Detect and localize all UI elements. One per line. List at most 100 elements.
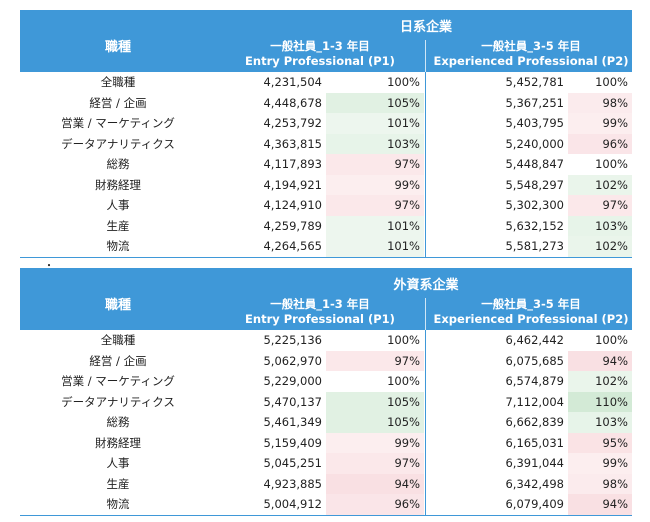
- job-type-cell: 財務経理: [95, 435, 141, 450]
- job-type-cell: データアナリティクス: [61, 394, 175, 409]
- job-type-cell: 経営 / 企画: [89, 95, 147, 110]
- job-type-cell: 物流: [106, 239, 130, 253]
- job-type-cell: 営業 / マーケティング: [61, 374, 175, 388]
- p2-percent-cell: 103%: [568, 412, 632, 433]
- p2-percent-cell: 100%: [568, 330, 632, 351]
- p2-percent-cell: 96%: [568, 133, 632, 154]
- p2-percent-cell: 98%: [568, 473, 632, 494]
- p1-percent-cell: 100%: [326, 330, 424, 351]
- job-type-cell: データアナリティクス: [61, 136, 175, 151]
- p1-percent-cell: 101%: [326, 113, 424, 134]
- table-row: 財務経理 5,159,409 99% 6,165,031 95%: [20, 432, 632, 453]
- p1-header-jp: 一般社員_1-3 年目: [270, 297, 370, 311]
- p2-salary-cell: 5,548,297: [505, 177, 564, 192]
- p1-percent-cell: 105%: [326, 92, 424, 113]
- p1-percent-cell: 101%: [326, 236, 424, 257]
- table-row: 営業 / マーケティング 5,229,000 100% 6,574,879 102%: [20, 371, 632, 392]
- header-divider: [425, 40, 426, 72]
- p1-percent-cell: 100%: [326, 72, 424, 93]
- table-row: 全職種 5,225,136 100% 6,462,442 100%: [20, 330, 632, 351]
- p2-salary-cell: 5,403,795: [505, 116, 564, 130]
- p1-percent-cell: 94%: [326, 473, 424, 494]
- foreign-companies-table: 外資系企業 職種 一般社員_1-3 年目 Entry Professional …: [20, 268, 632, 516]
- p1-salary-cell: 4,253,792: [263, 116, 322, 130]
- p2-salary-cell: 6,574,879: [505, 374, 564, 388]
- p2-salary-cell: 5,452,781: [505, 75, 564, 89]
- table-bottom-border: [20, 256, 632, 258]
- p2-salary-cell: 5,367,251: [505, 95, 564, 110]
- table-row: 人事 4,124,910 97% 5,302,300 97%: [20, 195, 632, 216]
- p2-salary-cell: 6,165,031: [505, 435, 564, 450]
- table-row: 物流 5,004,912 96% 6,079,409 94%: [20, 494, 632, 515]
- job-type-cell: 財務経理: [95, 177, 141, 192]
- p2-salary-cell: 6,075,685: [505, 353, 564, 368]
- p1-salary-cell: 5,045,251: [263, 456, 322, 470]
- job-type-cell: 物流: [106, 497, 130, 511]
- p2-header-jp: 一般社員_3-5 年目: [481, 297, 581, 311]
- p1-salary-cell: 4,117,893: [263, 157, 322, 171]
- p2-salary-cell: 6,079,409: [505, 497, 564, 511]
- p1-header: 一般社員_1-3 年目 Entry Professional (P1): [220, 39, 420, 69]
- p1-salary-cell: 5,470,137: [263, 394, 322, 409]
- table-row: データアナリティクス 4,363,815 103% 5,240,000 96%: [20, 133, 632, 154]
- table-row: 財務経理 4,194,921 99% 5,548,297 102%: [20, 174, 632, 195]
- p2-header: 一般社員_3-5 年目 Experienced Professional (P2…: [430, 39, 632, 69]
- p1-salary-cell: 4,363,815: [263, 136, 322, 151]
- table-row: 経営 / 企画 4,448,678 105% 5,367,251 98%: [20, 92, 632, 113]
- p1-percent-cell: 100%: [326, 371, 424, 392]
- p2-percent-cell: 100%: [568, 72, 632, 93]
- job-type-cell: 生産: [106, 218, 130, 233]
- p1-salary-cell: 5,159,409: [263, 435, 322, 450]
- p2-salary-cell: 5,632,152: [505, 218, 564, 233]
- job-type-cell: 全職種: [100, 75, 136, 89]
- p1-percent-cell: 99%: [326, 174, 424, 195]
- job-type-cell: 全職種: [100, 333, 136, 347]
- job-type-header: 職種: [104, 298, 131, 313]
- separator-mark: ・: [44, 261, 54, 272]
- table-row: 総務 4,117,893 97% 5,448,847 100%: [20, 154, 632, 175]
- p1-percent-cell: 97%: [326, 195, 424, 216]
- p2-header-en: Experienced Professional (P2): [433, 312, 629, 326]
- p1-salary-cell: 4,264,565: [263, 239, 322, 253]
- p2-salary-cell: 6,662,839: [505, 415, 564, 429]
- p2-salary-cell: 6,462,442: [505, 333, 564, 347]
- p1-header-en: Entry Professional (P1): [245, 312, 395, 326]
- table-row: 営業 / マーケティング 4,253,792 101% 5,403,795 99%: [20, 113, 632, 134]
- p2-percent-cell: 102%: [568, 174, 632, 195]
- column-divider: [425, 330, 426, 515]
- p2-percent-cell: 97%: [568, 195, 632, 216]
- p2-salary-cell: 5,302,300: [505, 198, 564, 212]
- table-row: 総務 5,461,349 105% 6,662,839 103%: [20, 412, 632, 433]
- job-type-cell: 人事: [106, 456, 130, 470]
- p1-percent-cell: 105%: [326, 412, 424, 433]
- table-header: 外資系企業 職種 一般社員_1-3 年目 Entry Professional …: [20, 268, 632, 330]
- table-bottom-border: [20, 514, 632, 516]
- table-body: 全職種 5,225,136 100% 6,462,442 100% 経営 / 企画 5,06…: [20, 330, 632, 515]
- p1-salary-cell: 4,124,910: [263, 198, 322, 212]
- p2-header-en: Experienced Professional (P2): [433, 54, 629, 68]
- table-row: 経営 / 企画 5,062,970 97% 6,075,685 94%: [20, 350, 632, 371]
- table-body: 全職種 4,231,504 100% 5,452,781 100% 経営 / 企画 4,44…: [20, 72, 632, 257]
- p1-percent-cell: 97%: [326, 154, 424, 175]
- p2-header-jp: 一般社員_3-5 年目: [481, 39, 581, 53]
- p2-percent-cell: 110%: [568, 391, 632, 412]
- p1-salary-cell: 4,448,678: [263, 95, 322, 110]
- p1-header: 一般社員_1-3 年目 Entry Professional (P1): [220, 297, 420, 327]
- p1-percent-cell: 105%: [326, 391, 424, 412]
- table-row: 全職種 4,231,504 100% 5,452,781 100%: [20, 72, 632, 93]
- p1-salary-cell: 5,004,912: [263, 497, 322, 511]
- p1-salary-cell: 5,225,136: [263, 333, 322, 347]
- p2-percent-cell: 95%: [568, 432, 632, 453]
- table-title: 日系企業: [399, 20, 452, 35]
- table-title: 外資系企業: [393, 278, 459, 293]
- header-divider: [425, 298, 426, 330]
- p2-percent-cell: 99%: [568, 453, 632, 474]
- p1-salary-cell: 5,062,970: [263, 353, 322, 368]
- p2-percent-cell: 98%: [568, 92, 632, 113]
- p2-salary-cell: 6,391,044: [505, 456, 564, 470]
- p1-percent-cell: 96%: [326, 494, 424, 515]
- p2-salary-cell: 6,342,498: [505, 476, 564, 491]
- table-header: 日系企業 職種 一般社員_1-3 年目 Entry Professional (…: [20, 10, 632, 72]
- table-row: データアナリティクス 5,470,137 105% 7,112,004 110%: [20, 391, 632, 412]
- p1-salary-cell: 4,231,504: [263, 75, 322, 89]
